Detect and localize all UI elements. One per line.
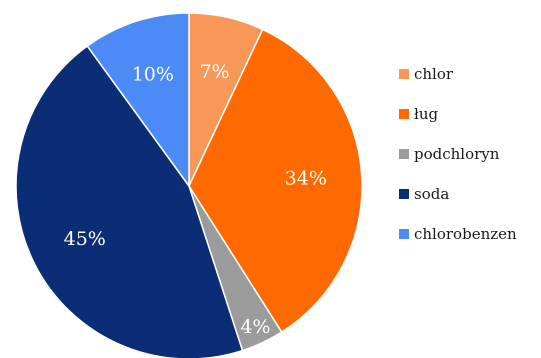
legend-label-podchloryn: podchloryn <box>414 145 500 163</box>
legend-swatch-chlor <box>399 69 409 79</box>
slice-labels: 7% 34% 4% 45% 10% <box>64 61 327 338</box>
legend-swatch-podchloryn <box>399 149 409 159</box>
pie-slices <box>15 12 363 358</box>
pie-slice-soda <box>15 44 244 358</box>
slice-label-podchloryn: 4% <box>240 316 270 338</box>
legend-swatch-ług <box>399 109 409 119</box>
legend-label-ług: ług <box>414 105 439 123</box>
slice-label-chlor: 7% <box>199 61 229 83</box>
legend-swatch-chlorobenzen <box>399 229 409 239</box>
slice-label-chlorobenzen: 10% <box>132 64 174 86</box>
legend-label-chlor: chlor <box>414 65 454 83</box>
legend-swatch-soda <box>399 189 409 199</box>
slice-label-ług: 34% <box>285 168 327 190</box>
pie-slice-ług <box>188 28 363 334</box>
slice-label-soda: 45% <box>64 228 106 250</box>
legend: chlor ług podchloryn soda chlorobenzen <box>399 65 517 243</box>
legend-label-chlorobenzen: chlorobenzen <box>414 225 517 243</box>
legend-label-soda: soda <box>414 185 449 203</box>
pie-slice-chlorobenzen <box>86 12 190 189</box>
